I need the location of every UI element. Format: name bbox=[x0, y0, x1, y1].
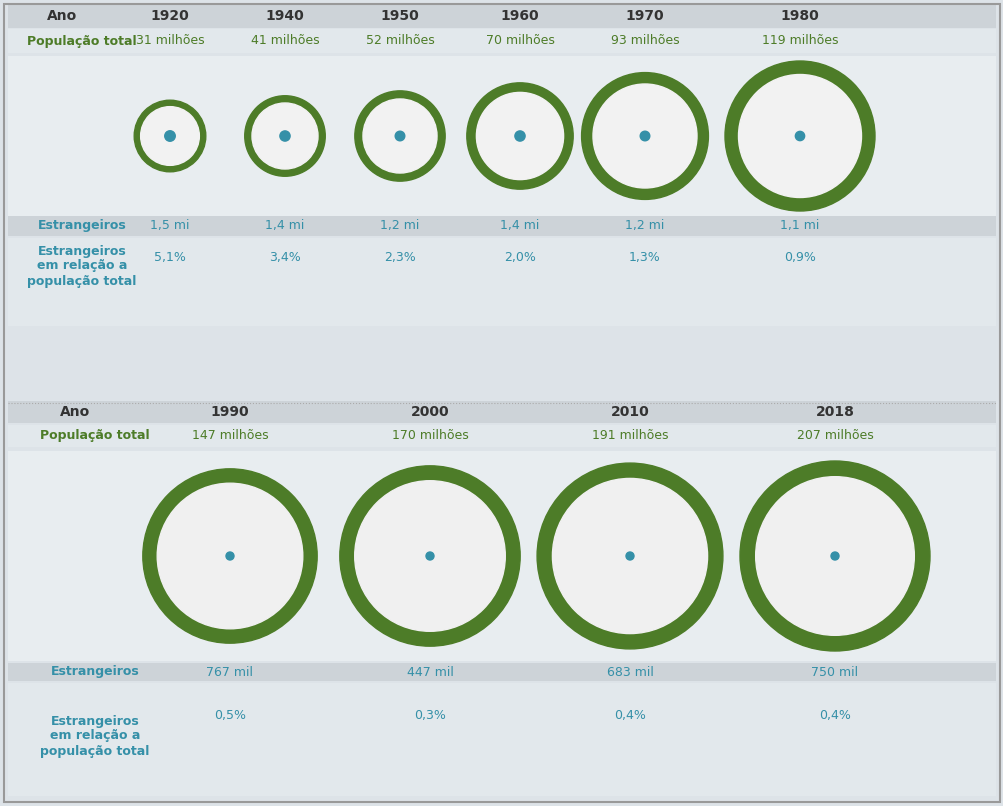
Text: 0,4%: 0,4% bbox=[614, 709, 645, 722]
Circle shape bbox=[157, 484, 303, 629]
Text: Estrangeiros: Estrangeiros bbox=[50, 666, 139, 679]
Bar bbox=[8, 663, 995, 681]
Text: 1,1 mi: 1,1 mi bbox=[779, 219, 818, 232]
Bar bbox=[8, 29, 995, 53]
Circle shape bbox=[363, 99, 436, 173]
Text: 3,4%: 3,4% bbox=[269, 251, 301, 264]
Text: 1,2 mi: 1,2 mi bbox=[625, 219, 664, 232]
Bar bbox=[8, 4, 995, 28]
Text: 1920: 1920 bbox=[150, 9, 190, 23]
Text: 31 milhões: 31 milhões bbox=[135, 35, 204, 48]
Circle shape bbox=[552, 479, 707, 634]
Text: 447 mil: 447 mil bbox=[406, 666, 453, 679]
Text: 2000: 2000 bbox=[410, 405, 449, 419]
Bar bbox=[8, 216, 995, 236]
Text: 1,2 mi: 1,2 mi bbox=[380, 219, 419, 232]
Circle shape bbox=[226, 552, 234, 560]
Circle shape bbox=[640, 131, 649, 141]
Text: 93 milhões: 93 milhões bbox=[610, 35, 679, 48]
Text: 2,3%: 2,3% bbox=[384, 251, 415, 264]
Text: 2010: 2010 bbox=[610, 405, 649, 419]
Text: 0,4%: 0,4% bbox=[818, 709, 851, 722]
Circle shape bbox=[164, 131, 176, 141]
Circle shape bbox=[134, 100, 206, 172]
Text: 0,9%: 0,9% bbox=[783, 251, 815, 264]
Circle shape bbox=[738, 74, 861, 197]
Text: 1990: 1990 bbox=[211, 405, 249, 419]
Circle shape bbox=[581, 73, 708, 199]
Text: População total: População total bbox=[27, 35, 136, 48]
Circle shape bbox=[626, 552, 633, 560]
Text: Estrangeiros
em relação a
população total: Estrangeiros em relação a população tota… bbox=[40, 714, 149, 758]
Text: 1,4 mi: 1,4 mi bbox=[265, 219, 304, 232]
Circle shape bbox=[755, 476, 914, 635]
Text: 41 milhões: 41 milhões bbox=[251, 35, 319, 48]
Text: 0,5%: 0,5% bbox=[214, 709, 246, 722]
Text: 5,1%: 5,1% bbox=[153, 251, 186, 264]
Text: 0,3%: 0,3% bbox=[413, 709, 445, 722]
Text: 1980: 1980 bbox=[780, 9, 818, 23]
Text: Estrangeiros: Estrangeiros bbox=[37, 219, 126, 232]
Bar bbox=[8, 238, 995, 326]
Text: 1940: 1940 bbox=[266, 9, 304, 23]
Text: 207 milhões: 207 milhões bbox=[795, 430, 873, 442]
Circle shape bbox=[794, 131, 803, 141]
Text: 1960: 1960 bbox=[500, 9, 539, 23]
Circle shape bbox=[142, 469, 317, 643]
Text: 1,3%: 1,3% bbox=[629, 251, 660, 264]
Text: População total: População total bbox=[40, 430, 149, 442]
Text: 2,0%: 2,0% bbox=[504, 251, 536, 264]
Text: 1950: 1950 bbox=[380, 9, 419, 23]
Circle shape bbox=[395, 131, 404, 141]
Text: 750 mil: 750 mil bbox=[810, 666, 858, 679]
Circle shape bbox=[515, 131, 525, 141]
Bar bbox=[8, 451, 995, 661]
Circle shape bbox=[339, 466, 520, 646]
Text: 70 milhões: 70 milhões bbox=[485, 35, 554, 48]
Text: 191 milhões: 191 milhões bbox=[591, 430, 668, 442]
Text: Ano: Ano bbox=[47, 9, 77, 23]
Circle shape bbox=[354, 480, 505, 631]
Bar bbox=[8, 401, 995, 423]
Bar bbox=[8, 56, 995, 216]
Circle shape bbox=[739, 461, 929, 651]
Circle shape bbox=[466, 83, 573, 189]
Circle shape bbox=[354, 91, 444, 181]
Text: 119 milhões: 119 milhões bbox=[761, 35, 838, 48]
Text: Estrangeiros
em relação a
população total: Estrangeiros em relação a população tota… bbox=[27, 244, 136, 288]
Circle shape bbox=[475, 93, 563, 180]
Circle shape bbox=[537, 463, 722, 649]
Text: 683 mil: 683 mil bbox=[606, 666, 653, 679]
Bar bbox=[8, 425, 995, 447]
Circle shape bbox=[245, 96, 325, 177]
Circle shape bbox=[425, 552, 433, 560]
Text: 147 milhões: 147 milhões bbox=[192, 430, 268, 442]
Text: 1,4 mi: 1,4 mi bbox=[499, 219, 540, 232]
Circle shape bbox=[593, 84, 696, 188]
Text: 1970: 1970 bbox=[625, 9, 664, 23]
Circle shape bbox=[140, 106, 200, 165]
Text: Ano: Ano bbox=[60, 405, 90, 419]
Bar bbox=[8, 683, 995, 796]
Text: 767 mil: 767 mil bbox=[207, 666, 253, 679]
Text: 170 milhões: 170 milhões bbox=[391, 430, 468, 442]
Circle shape bbox=[830, 552, 839, 560]
Text: 2018: 2018 bbox=[814, 405, 854, 419]
Circle shape bbox=[724, 61, 875, 211]
Circle shape bbox=[280, 131, 290, 141]
Text: 1,5 mi: 1,5 mi bbox=[150, 219, 190, 232]
Circle shape bbox=[252, 103, 318, 169]
Text: 52 milhões: 52 milhões bbox=[365, 35, 434, 48]
